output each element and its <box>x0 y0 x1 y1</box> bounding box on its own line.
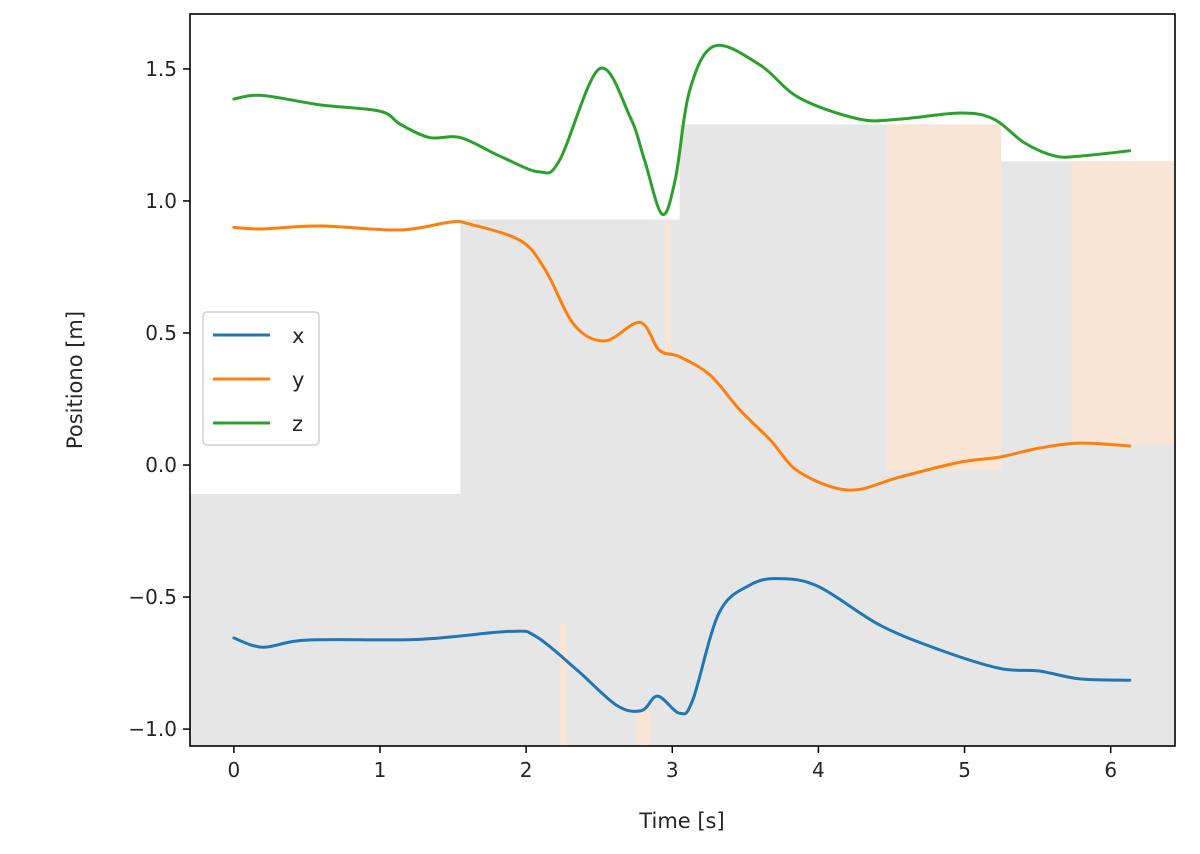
y-tick-label: 0.0 <box>145 453 177 477</box>
peach-shade-region <box>559 623 568 746</box>
gray-shade-region <box>460 219 680 746</box>
x-tick-label: 0 <box>227 758 240 782</box>
axes-frame <box>189 13 1176 747</box>
legend: xyz <box>202 311 320 446</box>
y-axis-label: Positiono [m] <box>63 311 87 449</box>
x-tick-label: 1 <box>374 758 387 782</box>
peach-shade-region <box>664 219 671 355</box>
x-tick-label: 6 <box>1104 758 1117 782</box>
y-tick-label: 1.5 <box>145 57 177 81</box>
x-tick-label: 5 <box>958 758 971 782</box>
x-tick-label: 3 <box>666 758 679 782</box>
gray-shade-region <box>190 494 461 746</box>
x-tick-label: 4 <box>812 758 825 782</box>
legend-label-x: x <box>292 324 304 348</box>
series-lines <box>232 43 1132 716</box>
peach-shade-region <box>1071 161 1175 444</box>
x-axis: 0 1 2 3 4 5 6 <box>227 746 1117 782</box>
y-tick-label: −0.5 <box>128 585 177 609</box>
y-axis: −1.0 −0.5 0.0 0.5 1.0 1.5 <box>128 57 190 741</box>
peach-shade-region <box>635 710 651 746</box>
series-line-z <box>232 43 1132 216</box>
y-tick-label: 0.5 <box>145 321 177 345</box>
peach-shade-region <box>887 124 1002 471</box>
x-axis-label: Time [s] <box>638 809 724 833</box>
y-tick-label: 1.0 <box>145 189 177 213</box>
legend-label-y: y <box>292 368 304 392</box>
y-tick-label: −1.0 <box>128 717 177 741</box>
series-line-x <box>232 577 1132 716</box>
series-line-y <box>232 219 1132 492</box>
background-shading <box>190 124 1175 746</box>
legend-label-z: z <box>292 412 303 436</box>
x-tick-label: 2 <box>520 758 533 782</box>
